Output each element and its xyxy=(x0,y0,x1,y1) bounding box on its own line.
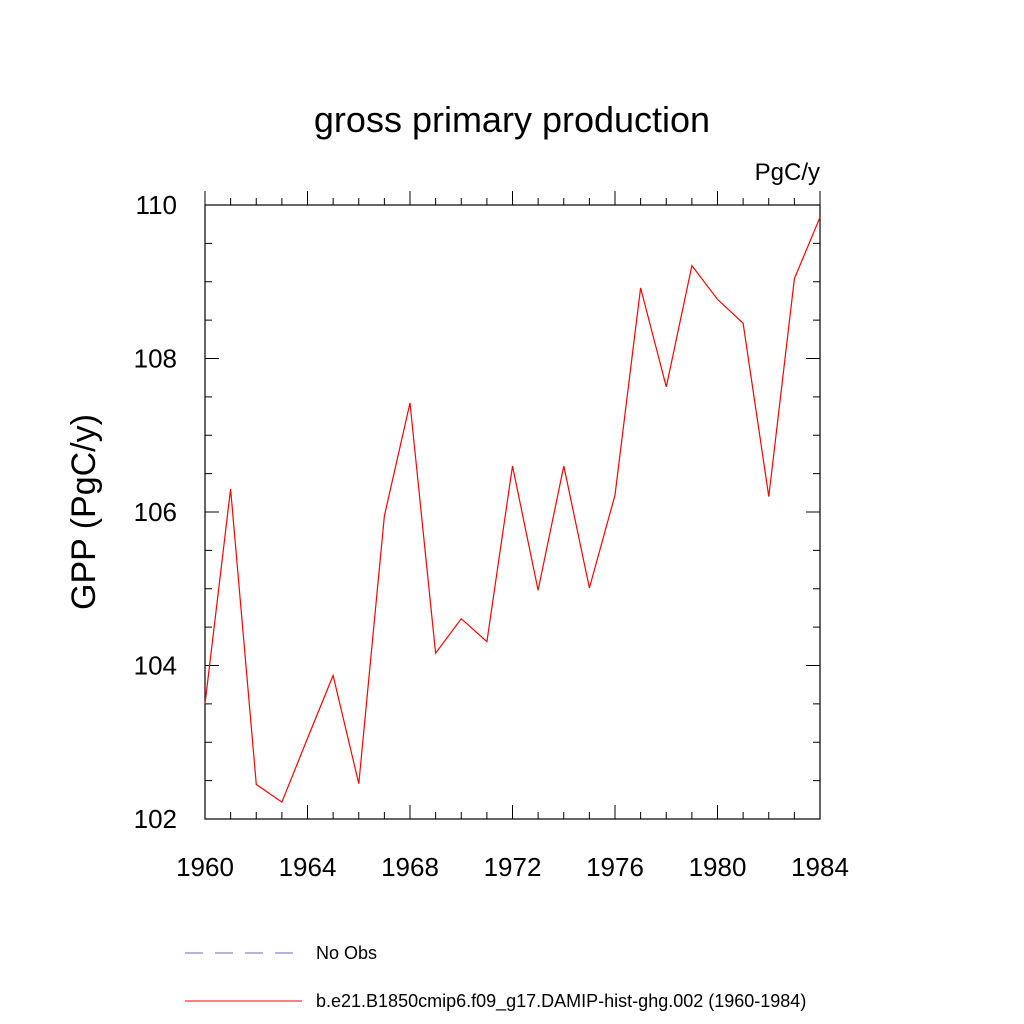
y-tick-label: 104 xyxy=(134,651,177,681)
plot-frame xyxy=(204,204,821,820)
axis-ticks xyxy=(204,191,821,820)
y-tick-label: 106 xyxy=(134,497,177,527)
x-tick-label: 1976 xyxy=(586,852,644,882)
series-lines xyxy=(204,217,821,804)
y-axis-label: GPP (PgC/y) xyxy=(65,414,103,610)
x-tick-label: 1984 xyxy=(791,852,849,882)
axis-tick-labels: 1960 1964 1968 1972 1976 1980 1984 102 104 106 108… xyxy=(134,190,849,882)
x-tick-label: 1972 xyxy=(484,852,542,882)
units-label: PgC/y xyxy=(755,159,820,186)
y-tick-label: 110 xyxy=(136,190,177,220)
chart-title: gross primary production xyxy=(314,99,710,140)
legend: No Obs b.e21.B1850cmip6.f09_g17.DAMIP-his… xyxy=(185,943,806,1012)
x-tick-label: 1964 xyxy=(279,852,337,882)
legend-label-0: No Obs xyxy=(316,943,377,963)
x-tick-label: 1960 xyxy=(176,852,234,882)
x-tick-label: 1968 xyxy=(381,852,439,882)
x-tick-label: 1980 xyxy=(689,852,747,882)
series-line-1 xyxy=(204,217,821,804)
y-tick-label: 102 xyxy=(134,804,177,834)
y-tick-label: 108 xyxy=(134,344,177,374)
legend-label-1: b.e21.B1850cmip6.f09_g17.DAMIP-hist-ghg.… xyxy=(316,991,806,1012)
